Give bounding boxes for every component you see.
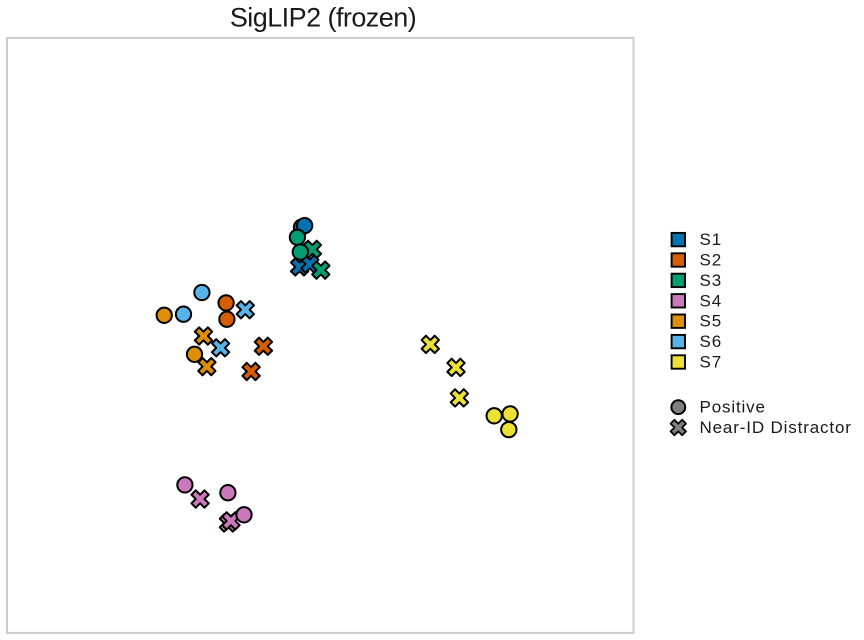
svg-text:S7: S7 xyxy=(700,353,723,372)
svg-text:S6: S6 xyxy=(700,332,723,351)
svg-text:Positive: Positive xyxy=(700,398,766,417)
svg-text:S3: S3 xyxy=(700,271,723,290)
svg-text:Near-ID Distractor: Near-ID Distractor xyxy=(700,418,852,437)
svg-text:S2: S2 xyxy=(700,251,723,270)
svg-text:S1: S1 xyxy=(700,230,723,249)
svg-text:S5: S5 xyxy=(700,312,723,331)
svg-text:SigLIP2 (frozen): SigLIP2 (frozen) xyxy=(230,3,416,33)
svg-text:S4: S4 xyxy=(700,291,723,310)
